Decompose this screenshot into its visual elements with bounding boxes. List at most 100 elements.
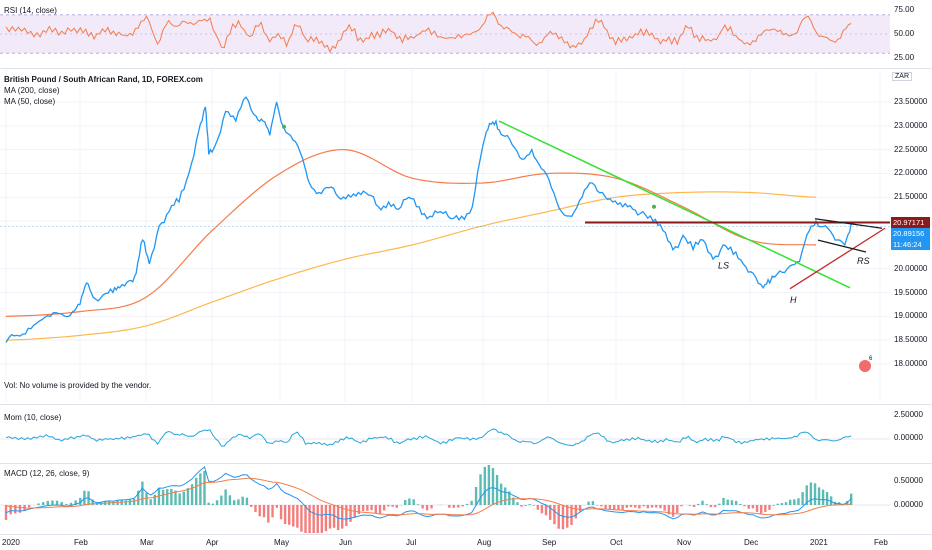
macd-histogram-bar [324, 505, 328, 532]
macd-histogram-bar [128, 499, 132, 505]
macd-histogram-bar [387, 505, 390, 507]
macd-histogram-bar [457, 505, 460, 508]
symbol-title[interactable]: British Pound / South African Rand, 1D, … [4, 75, 203, 84]
macd-histogram-bar [663, 505, 666, 511]
pattern-label: LS [718, 261, 729, 271]
price-plot: LS H RS 6 [0, 70, 890, 402]
macd-histogram-bar [788, 499, 792, 505]
resistance-price-tag: 20.97171 [891, 217, 930, 228]
currency-badge[interactable]: ZAR [892, 72, 912, 81]
pane-separator[interactable] [0, 463, 932, 464]
macd-histogram-bar [203, 470, 206, 505]
macd-histogram-bar [452, 505, 456, 508]
macd-histogram-bar [479, 474, 482, 505]
macd-histogram-bar [149, 499, 152, 505]
time-axis-label: 2020 [2, 538, 20, 547]
macd-histogram-bar [642, 505, 645, 507]
macd-histogram-bar [237, 499, 240, 505]
macd-histogram-bar [91, 499, 94, 505]
ma50-legend[interactable]: MA (50, close) [4, 97, 56, 106]
macd-histogram-bar [46, 500, 49, 505]
pane-separator[interactable] [0, 404, 932, 405]
pane-separator[interactable] [0, 68, 932, 69]
momentum-tick: 0.00000 [894, 433, 923, 442]
macd-histogram-bar [448, 505, 451, 508]
macd-tick: 0.50000 [894, 476, 923, 485]
volume-note: Vol: No volume is provided by the vendor… [4, 381, 152, 390]
time-axis-label: Feb [874, 538, 888, 547]
macd-plot [0, 464, 890, 543]
momentum-tick: 2.50000 [894, 410, 923, 419]
macd-histogram-bar [578, 505, 582, 512]
macd-histogram-bar [316, 505, 319, 541]
macd-pane[interactable]: MACD (12, 26, close, 9) [0, 464, 890, 543]
price-tick: 18.50000 [894, 335, 928, 345]
macd-histogram-bar [591, 501, 595, 505]
price-pane[interactable]: LS H RS 6 British Pound / South African Ran… [0, 70, 890, 402]
time-axis-label: Dec [744, 538, 759, 547]
macd-histogram-bar [51, 500, 54, 505]
macd-histogram-bar [412, 499, 415, 505]
macd-histogram-bar [650, 505, 654, 508]
macd-histogram-bar [245, 497, 249, 505]
macd-histogram-bar [190, 484, 194, 505]
rsi-pane[interactable]: RSI (14, close) [0, 0, 890, 66]
macd-histogram-bar [629, 505, 633, 507]
wedge-lower-line [817, 239, 867, 253]
macd-histogram-bar [153, 494, 157, 505]
macd-histogram-bar [764, 505, 767, 512]
macd-tick: 0.00000 [894, 500, 923, 509]
macd-histogram-bar [638, 505, 641, 509]
time-axis-label: Aug [477, 538, 492, 547]
macd-histogram-bar [199, 473, 202, 505]
macd-histogram-bar [145, 492, 148, 505]
macd-histogram-bar [41, 502, 45, 505]
macd-histogram-bar [408, 498, 411, 505]
macd-histogram-bar [124, 500, 128, 505]
macd-histogram-bar [37, 503, 40, 505]
macd-histogram-bar [328, 505, 332, 529]
momentum-pane[interactable]: Mom (10, close) [0, 406, 890, 462]
rsi-axis[interactable]: 75.00 50.00 25.00 [890, 0, 932, 66]
macd-histogram-bar [258, 505, 261, 517]
macd-histogram-bar [705, 504, 708, 505]
macd-histogram-bar [768, 505, 771, 510]
macd-histogram-bar [137, 490, 140, 505]
macd-axis[interactable]: 0.50000 0.00000 [890, 465, 932, 533]
macd-histogram-bar [79, 497, 82, 505]
macd-histogram-bar [69, 502, 73, 505]
macd-histogram-bar [734, 500, 738, 505]
macd-histogram-bar [279, 505, 283, 520]
macd-histogram-bar [421, 505, 424, 509]
macd-histogram-bar [186, 488, 190, 505]
macd-histogram-bar [504, 487, 507, 505]
macd-histogram-bar [829, 496, 833, 505]
macd-histogram-bar [474, 487, 478, 505]
macd-histogram-bar [680, 505, 683, 507]
macd-histogram-bar [516, 502, 519, 505]
rsi-tick: 50.00 [894, 29, 915, 38]
macd-histogram-bar [14, 505, 17, 514]
momentum-legend: Mom (10, close) [4, 413, 62, 422]
macd-histogram-bar [461, 505, 464, 507]
macd-histogram-bar [207, 502, 210, 505]
macd-histogram-bar [688, 505, 692, 506]
macd-histogram-bar [817, 487, 821, 505]
macd-histogram-bar [646, 505, 650, 509]
macd-histogram-bar [487, 464, 491, 505]
price-tick: 23.00000 [894, 120, 928, 130]
macd-histogram-bar [499, 483, 503, 505]
momentum-axis[interactable]: 2.50000 0.00000 [890, 406, 932, 462]
macd-histogram-bar [361, 505, 365, 512]
macd-histogram-bar [357, 505, 361, 515]
macd-histogram-bar [170, 488, 173, 505]
macd-histogram-bar [617, 505, 620, 510]
macd-histogram-bar [349, 505, 352, 522]
macd-histogram-bar [776, 503, 779, 505]
macd-histogram-bar [524, 505, 527, 506]
macd-histogram-bar [780, 503, 784, 505]
macd-histogram-bar [74, 500, 77, 505]
ma200-legend[interactable]: MA (200, close) [4, 86, 60, 95]
macd-histogram-bar [416, 504, 420, 505]
time-axis-label: Oct [610, 538, 623, 547]
